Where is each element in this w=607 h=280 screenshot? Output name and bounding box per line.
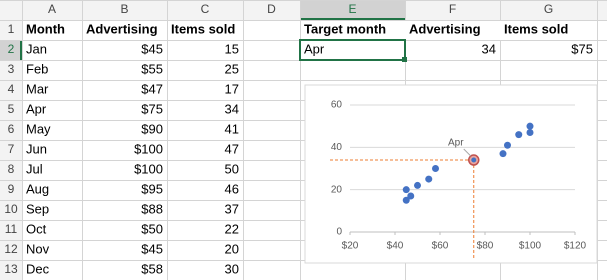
cell: $47 (141, 81, 163, 96)
cell: 15 (225, 41, 239, 56)
column-header: B (120, 2, 128, 16)
cell: Oct (26, 221, 47, 236)
point (414, 181, 421, 189)
row-header: 10 (4, 202, 18, 216)
cell: Feb (26, 61, 48, 76)
highlight-leader (463, 148, 472, 157)
row-header: 6 (8, 122, 15, 136)
cell: 37 (225, 201, 239, 216)
row-header: 2 (8, 42, 15, 56)
cell: $55 (141, 61, 163, 76)
column-header: G (544, 2, 553, 16)
row-header: 1 (8, 22, 15, 36)
cell: $75 (571, 41, 593, 56)
point (526, 129, 534, 137)
cell: Nov (26, 241, 50, 256)
cell: $90 (141, 121, 163, 136)
cell: Items sold (171, 21, 235, 36)
cell: $95 (141, 181, 163, 196)
x-tick-label: $20 (342, 241, 359, 252)
row-header: 5 (8, 102, 15, 116)
cell: 30 (225, 261, 239, 276)
cell: $45 (141, 41, 163, 56)
cell: Advertising (86, 21, 158, 36)
point (499, 150, 507, 158)
y-tick-label: 0 (336, 227, 342, 238)
cell: 41 (225, 121, 239, 136)
fill-handle (402, 57, 407, 62)
x-tick-label: $120 (564, 241, 587, 252)
cell: Aug (26, 181, 49, 196)
column-header: F (449, 2, 456, 16)
cell: Dec (26, 261, 50, 276)
cell: Apr (304, 41, 325, 56)
point (425, 175, 433, 183)
cell: $45 (141, 241, 163, 256)
row-header: 12 (4, 242, 18, 256)
cell: $100 (134, 161, 163, 176)
column-header: A (48, 2, 56, 16)
row-header: 3 (8, 62, 15, 76)
cell: Sep (26, 201, 49, 216)
point (526, 122, 534, 130)
cell: $88 (141, 201, 163, 216)
row-header: 9 (8, 182, 15, 196)
row-header: 8 (8, 162, 15, 176)
cell: Target month (304, 21, 386, 36)
column-header: C (201, 2, 210, 16)
row-header: 4 (8, 82, 15, 96)
cell: 25 (225, 61, 239, 76)
cell: Jun (26, 141, 47, 156)
point (402, 196, 410, 204)
chart-area (304, 84, 598, 264)
x-tick-label: $80 (477, 241, 494, 252)
selected-column-header (300, 0, 405, 20)
cell: $58 (141, 261, 163, 276)
cell: 47 (225, 141, 239, 156)
cell: Advertising (409, 21, 481, 36)
cell: 17 (225, 81, 239, 96)
cell: 34 (225, 101, 239, 116)
cell: $50 (141, 221, 163, 236)
row-header: 7 (8, 142, 15, 156)
cell: Apr (26, 101, 47, 116)
y-tick-label: 40 (331, 142, 343, 153)
selected-row-header (0, 40, 22, 60)
cell: 46 (225, 181, 239, 196)
column-header: E (348, 2, 356, 16)
point (515, 131, 523, 139)
cell: 34 (482, 41, 496, 56)
cell: $100 (134, 141, 163, 156)
cell: 20 (225, 241, 239, 256)
cell: 50 (225, 161, 239, 176)
y-tick-label: 20 (331, 184, 343, 195)
cell: Month (26, 21, 65, 36)
point (432, 165, 439, 172)
cell: $75 (141, 101, 163, 116)
row-header: 13 (4, 262, 18, 276)
highlight-label: Apr (448, 138, 464, 149)
point (402, 186, 410, 194)
cell: Jan (26, 41, 47, 56)
cell: May (26, 121, 51, 136)
header-highlight (301, 21, 597, 40)
x-tick-label: $100 (519, 241, 542, 252)
cell: 22 (225, 221, 239, 236)
point (407, 192, 415, 200)
x-tick-label: $60 (432, 241, 449, 252)
cell: Jul (26, 161, 43, 176)
cell: Items sold (504, 21, 568, 36)
point (504, 141, 511, 149)
row-header: 11 (5, 222, 18, 236)
column-header: D (267, 2, 276, 16)
selected-cell (299, 39, 406, 61)
y-tick-label: 60 (331, 100, 343, 111)
cell: Mar (26, 81, 49, 96)
highlight-point-center (471, 157, 477, 163)
x-tick-label: $40 (387, 241, 404, 252)
